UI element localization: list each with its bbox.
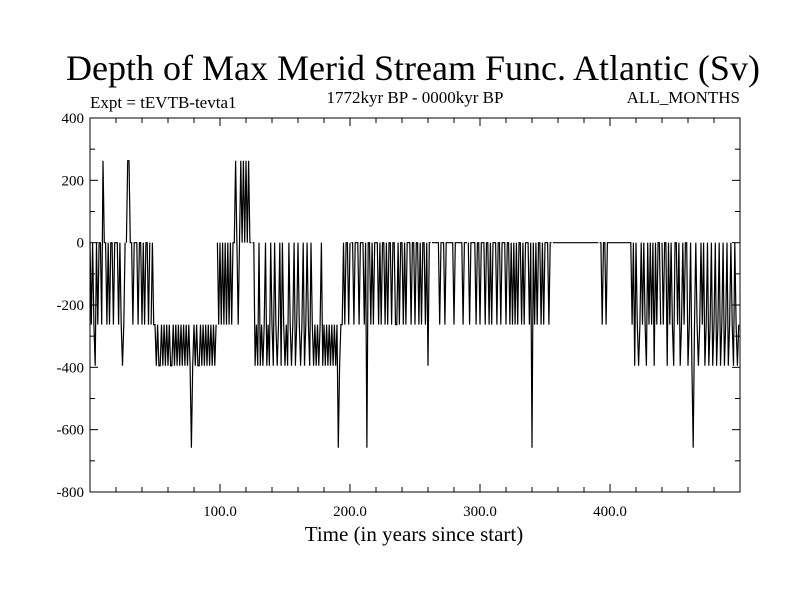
series-line-segment (150, 242, 217, 448)
series-line-segment (467, 242, 552, 448)
series-line-segment (125, 160, 151, 325)
y-tick-label: 200 (62, 173, 85, 189)
y-tick-label: -200 (57, 298, 85, 314)
time-range-label: 1772kyr BP - 0000kyr BP (327, 88, 504, 107)
experiment-label: Expt = tEVTB-tevta1 (90, 93, 237, 112)
series-line-segment (216, 160, 252, 325)
months-label: ALL_MONTHS (627, 88, 740, 107)
y-tick-label: 0 (77, 236, 85, 252)
series-line-segment (599, 242, 662, 366)
x-tick-label: 300.0 (463, 504, 497, 520)
x-axis-label: Time (in years since start) (305, 522, 524, 546)
series-line-segment (661, 242, 740, 448)
y-axis: 400 200 0 -200 -400 -600 -800 (57, 111, 740, 501)
x-tick-label: 400.0 (593, 504, 627, 520)
series-line-segment (89, 160, 126, 366)
series-line-segment (351, 242, 431, 448)
y-tick-label: 400 (62, 111, 85, 127)
x-axis: 100.0 200.0 300.0 400.0 (115, 118, 715, 520)
series-group (89, 160, 740, 448)
y-tick-label: -600 (57, 423, 85, 439)
series-line-segment (252, 242, 351, 448)
y-tick-label: -400 (57, 360, 85, 376)
series-line-segment (431, 242, 467, 325)
x-tick-label: 100.0 (203, 504, 237, 520)
x-tick-label: 200.0 (333, 504, 367, 520)
chart-title: Depth of Max Merid Stream Func. Atlantic… (66, 48, 760, 88)
y-tick-label: -800 (57, 485, 85, 501)
